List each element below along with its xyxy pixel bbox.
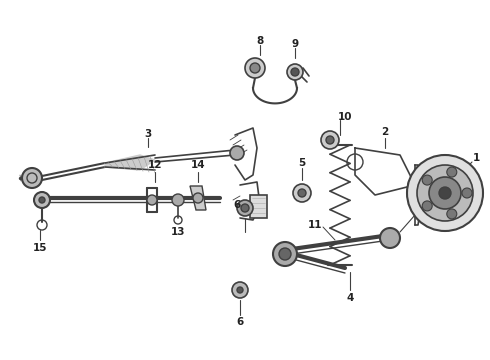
Text: 10: 10 — [338, 112, 352, 122]
Circle shape — [380, 228, 400, 248]
Text: 6: 6 — [233, 200, 241, 210]
Text: 11: 11 — [308, 220, 322, 230]
Circle shape — [291, 68, 299, 76]
Text: 12: 12 — [148, 160, 162, 170]
Circle shape — [230, 146, 244, 160]
Circle shape — [172, 194, 184, 206]
Circle shape — [22, 168, 42, 188]
Text: 3: 3 — [145, 129, 151, 139]
Text: 8: 8 — [256, 36, 264, 46]
Circle shape — [321, 131, 339, 149]
Circle shape — [422, 175, 432, 185]
Circle shape — [39, 197, 45, 203]
Circle shape — [193, 193, 203, 203]
Circle shape — [293, 184, 311, 202]
Circle shape — [326, 136, 334, 144]
Circle shape — [407, 155, 483, 231]
Text: 13: 13 — [171, 227, 185, 237]
Circle shape — [287, 64, 303, 80]
Polygon shape — [190, 186, 206, 210]
Circle shape — [417, 165, 473, 221]
Circle shape — [298, 189, 306, 197]
Circle shape — [279, 248, 291, 260]
Circle shape — [241, 204, 249, 212]
Circle shape — [447, 167, 457, 177]
Circle shape — [34, 192, 50, 208]
Circle shape — [462, 188, 472, 198]
Text: 15: 15 — [33, 243, 47, 253]
Circle shape — [422, 201, 432, 211]
Circle shape — [447, 209, 457, 219]
Circle shape — [439, 187, 451, 199]
Circle shape — [250, 63, 260, 73]
Text: 2: 2 — [381, 127, 389, 137]
Circle shape — [237, 287, 243, 293]
Text: 14: 14 — [191, 160, 205, 170]
Text: 1: 1 — [472, 153, 480, 163]
Circle shape — [147, 195, 157, 205]
Text: 9: 9 — [292, 39, 298, 49]
Polygon shape — [105, 155, 155, 170]
Text: 7: 7 — [411, 203, 418, 213]
Polygon shape — [250, 195, 267, 218]
Circle shape — [237, 200, 253, 216]
Text: 5: 5 — [298, 158, 306, 168]
Circle shape — [273, 242, 297, 266]
Text: 4: 4 — [346, 293, 354, 303]
Text: 6: 6 — [236, 317, 244, 327]
Circle shape — [429, 177, 461, 209]
Circle shape — [245, 58, 265, 78]
Circle shape — [232, 282, 248, 298]
